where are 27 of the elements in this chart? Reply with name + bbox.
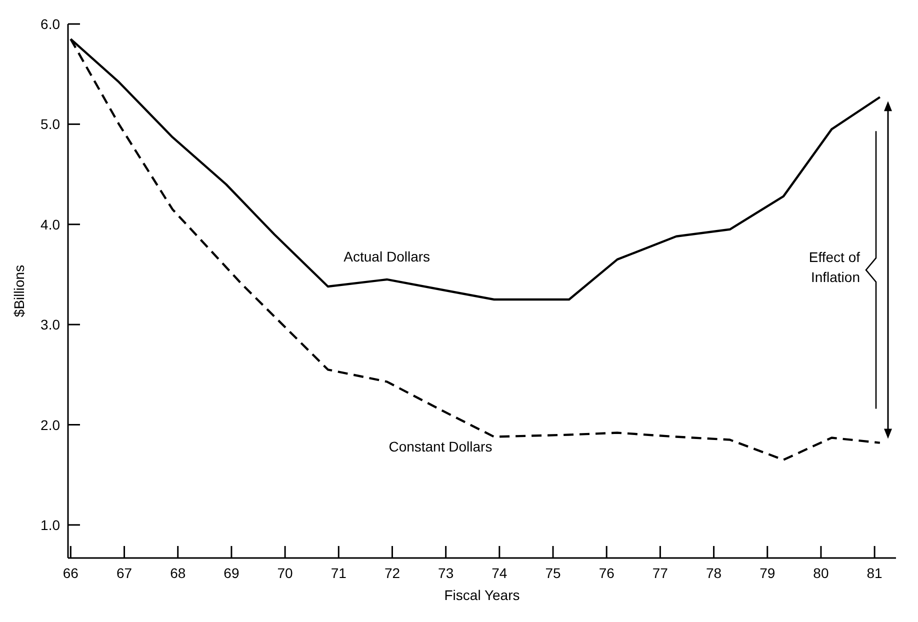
x-tick-label: 79	[760, 565, 776, 581]
x-tick-label: 70	[277, 565, 294, 581]
y-tick-label: 5.0	[40, 116, 60, 132]
x-tick-label: 74	[492, 565, 508, 581]
x-tick-label: 66	[62, 565, 79, 581]
x-tick-label: 72	[384, 565, 400, 581]
x-tick-label: 71	[330, 565, 347, 581]
x-tick-label: 69	[224, 565, 240, 581]
x-axis-title: Fiscal Years	[444, 587, 520, 603]
x-tick-label: 81	[866, 565, 883, 581]
series-label: Actual Dollars	[344, 248, 430, 264]
y-tick-label: 1.0	[40, 516, 60, 533]
x-tick-label: 77	[652, 565, 668, 581]
annotation: Effect of Inflation	[808, 248, 860, 285]
series-label: Constant Dollars	[388, 438, 492, 455]
y-tick-label: 2.0	[40, 416, 60, 433]
y-tick-label: 3.0	[40, 316, 60, 333]
y-tick-label: 4.0	[40, 216, 60, 232]
x-tick-label: 75	[545, 565, 562, 581]
x-tick-label: 80	[813, 565, 829, 581]
y-axis-title: $Billions	[11, 264, 27, 318]
y-tick-label: 6.0	[40, 16, 60, 32]
x-tick-label: 73	[438, 565, 454, 581]
x-tick-label: 78	[706, 565, 722, 581]
x-tick-label: 76	[598, 565, 615, 581]
x-tick-label: 68	[170, 565, 186, 581]
x-tick-label: 67	[116, 565, 132, 581]
